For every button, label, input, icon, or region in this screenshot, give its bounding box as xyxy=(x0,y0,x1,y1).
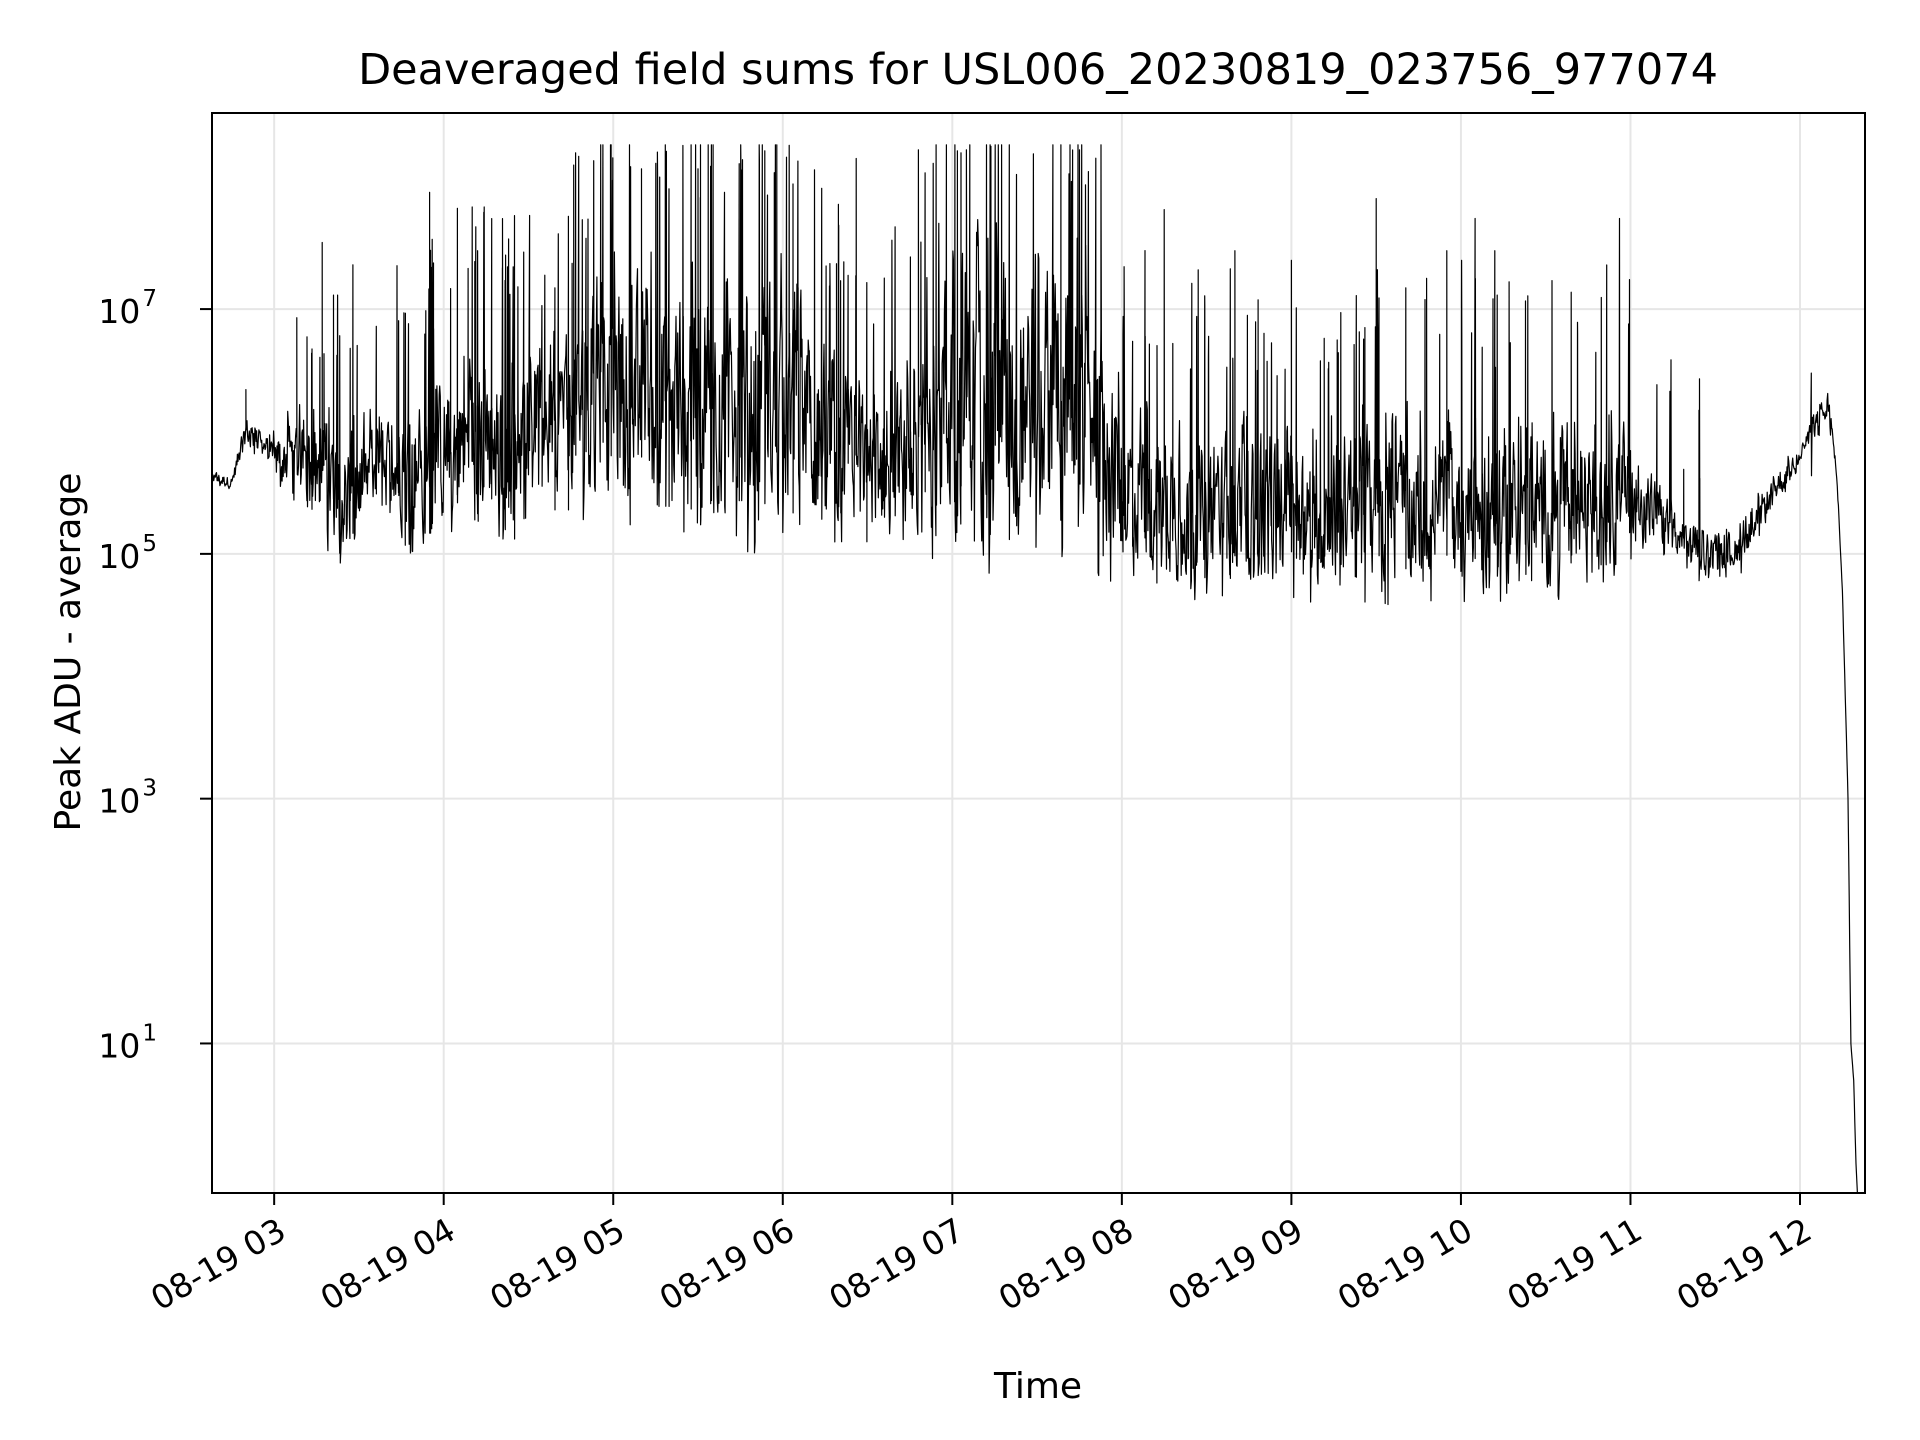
axes-frame xyxy=(211,112,1866,1194)
plot-area xyxy=(212,144,1858,1193)
chart-title: Deaveraged field sums for USL006_2023081… xyxy=(358,45,1718,95)
x-axis-label: Time xyxy=(993,1366,1082,1407)
y-axis-label: Peak ADU - average xyxy=(48,473,89,832)
series-line xyxy=(212,144,1858,1193)
